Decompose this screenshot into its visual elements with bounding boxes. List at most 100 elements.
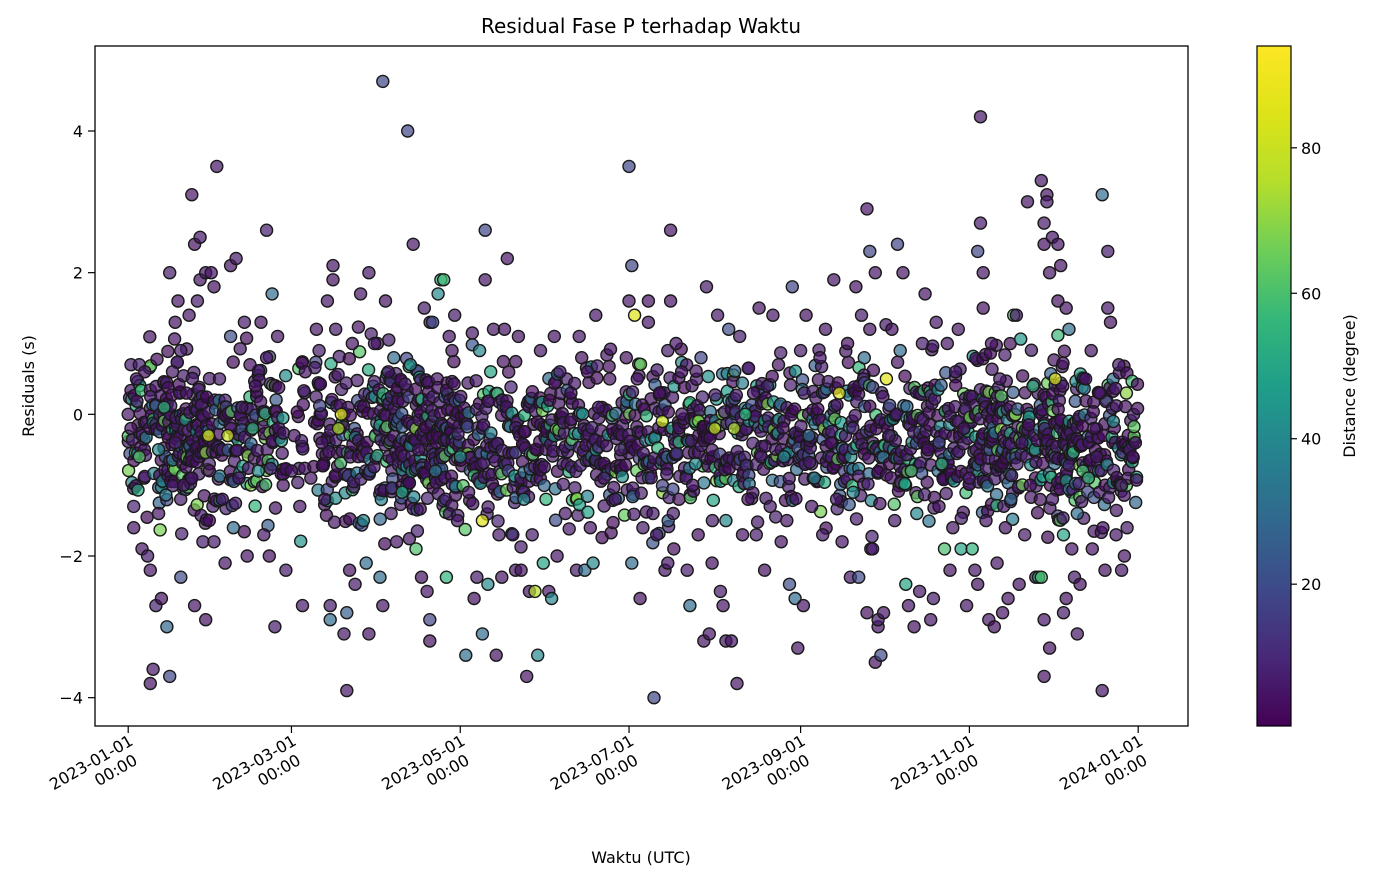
scatter-point (296, 397, 310, 412)
scatter-point (1009, 308, 1024, 322)
scatter-point (143, 330, 157, 344)
scatter-point (291, 475, 305, 490)
scatter-point (971, 577, 985, 591)
scatter-point (899, 577, 913, 591)
scatter-point (1015, 436, 1029, 450)
scatter-point (791, 641, 805, 655)
scatter-point (337, 627, 351, 641)
scatter-point (168, 315, 182, 329)
scatter-point (782, 471, 796, 486)
scatter-point (818, 322, 833, 336)
scatter-point (829, 492, 844, 506)
scatter-point (1023, 478, 1038, 492)
scatter-point (706, 493, 720, 507)
scatter-point (630, 372, 644, 386)
scatter-point (840, 336, 855, 351)
scatter-point (788, 364, 803, 378)
scatter-point (353, 287, 368, 301)
scatter-point (708, 421, 722, 436)
scatter-point (663, 294, 678, 308)
scatter-point (890, 355, 905, 369)
scatter-point (780, 513, 794, 528)
scatter-point (849, 280, 863, 294)
scatter-point (904, 464, 918, 478)
scatter-point (384, 506, 398, 521)
scatter-point (389, 535, 404, 549)
scatter-point (537, 460, 551, 474)
scatter-point (423, 634, 437, 648)
scatter-point (622, 294, 636, 308)
scatter-point (417, 301, 431, 315)
scatter-point (932, 499, 946, 514)
scatter-point (835, 535, 849, 549)
scatter-point (683, 598, 697, 613)
scatter-point (202, 513, 217, 528)
scatter-point (425, 315, 440, 329)
scatter-point (738, 407, 752, 421)
scatter-point (373, 512, 387, 526)
scatter-point (660, 467, 674, 481)
scatter-point (562, 522, 576, 536)
scatter-point (757, 563, 772, 577)
scatter-point (771, 358, 786, 372)
scatter-point (207, 280, 221, 294)
scatter-point (1045, 492, 1060, 506)
scatter-point (689, 364, 703, 378)
scatter-point (447, 354, 461, 369)
scatter-point (965, 542, 979, 556)
scatter-point (553, 365, 567, 379)
scatter-point (575, 407, 590, 421)
scatter-point (926, 591, 941, 606)
scatter-point (1112, 358, 1126, 372)
scatter-point (201, 428, 216, 443)
scatter-point (187, 598, 202, 613)
scatter-point (1014, 332, 1028, 346)
scatter-point (140, 549, 155, 563)
scatter-point (603, 372, 617, 386)
scatter-point (1092, 386, 1107, 400)
scatter-point (376, 598, 390, 613)
scatter-point (550, 549, 564, 563)
scatter-point (811, 402, 825, 416)
scatter-point (121, 407, 135, 421)
scatter-point (454, 389, 468, 404)
scatter-point (448, 308, 462, 322)
scatter-point (461, 485, 476, 499)
scatter-point (572, 329, 586, 344)
scatter-point (1084, 343, 1098, 358)
scatter-point (951, 322, 965, 336)
scatter-point (193, 230, 207, 245)
scatter-point (705, 513, 720, 528)
scatter-point (1096, 521, 1110, 535)
scatter-point (860, 606, 874, 620)
scatter-point (948, 365, 963, 379)
scatter-point (985, 362, 999, 376)
scatter-point (313, 377, 328, 391)
scatter-point (412, 443, 426, 457)
scatter-point (686, 478, 700, 492)
scatter-point (1037, 216, 1051, 230)
scatter-point (827, 273, 841, 287)
scatter-point (1037, 669, 1051, 684)
scatter-point (1005, 512, 1020, 526)
scatter-point (615, 469, 629, 484)
scatter-point (1106, 414, 1121, 429)
scatter-point (625, 258, 639, 273)
scatter-point (924, 613, 938, 627)
scatter-point (239, 331, 254, 345)
scatter-point (788, 591, 802, 606)
scatter-point (785, 280, 799, 294)
scatter-point (294, 534, 308, 548)
scatter-point (973, 110, 988, 124)
scatter-point (1101, 244, 1115, 259)
scatter-point (340, 683, 354, 698)
scatter-point (959, 598, 974, 613)
scatter-point (661, 556, 675, 570)
scatter-point (572, 498, 587, 512)
scatter-point (413, 502, 427, 516)
scatter-point (196, 535, 210, 549)
scatter-point (428, 464, 443, 478)
